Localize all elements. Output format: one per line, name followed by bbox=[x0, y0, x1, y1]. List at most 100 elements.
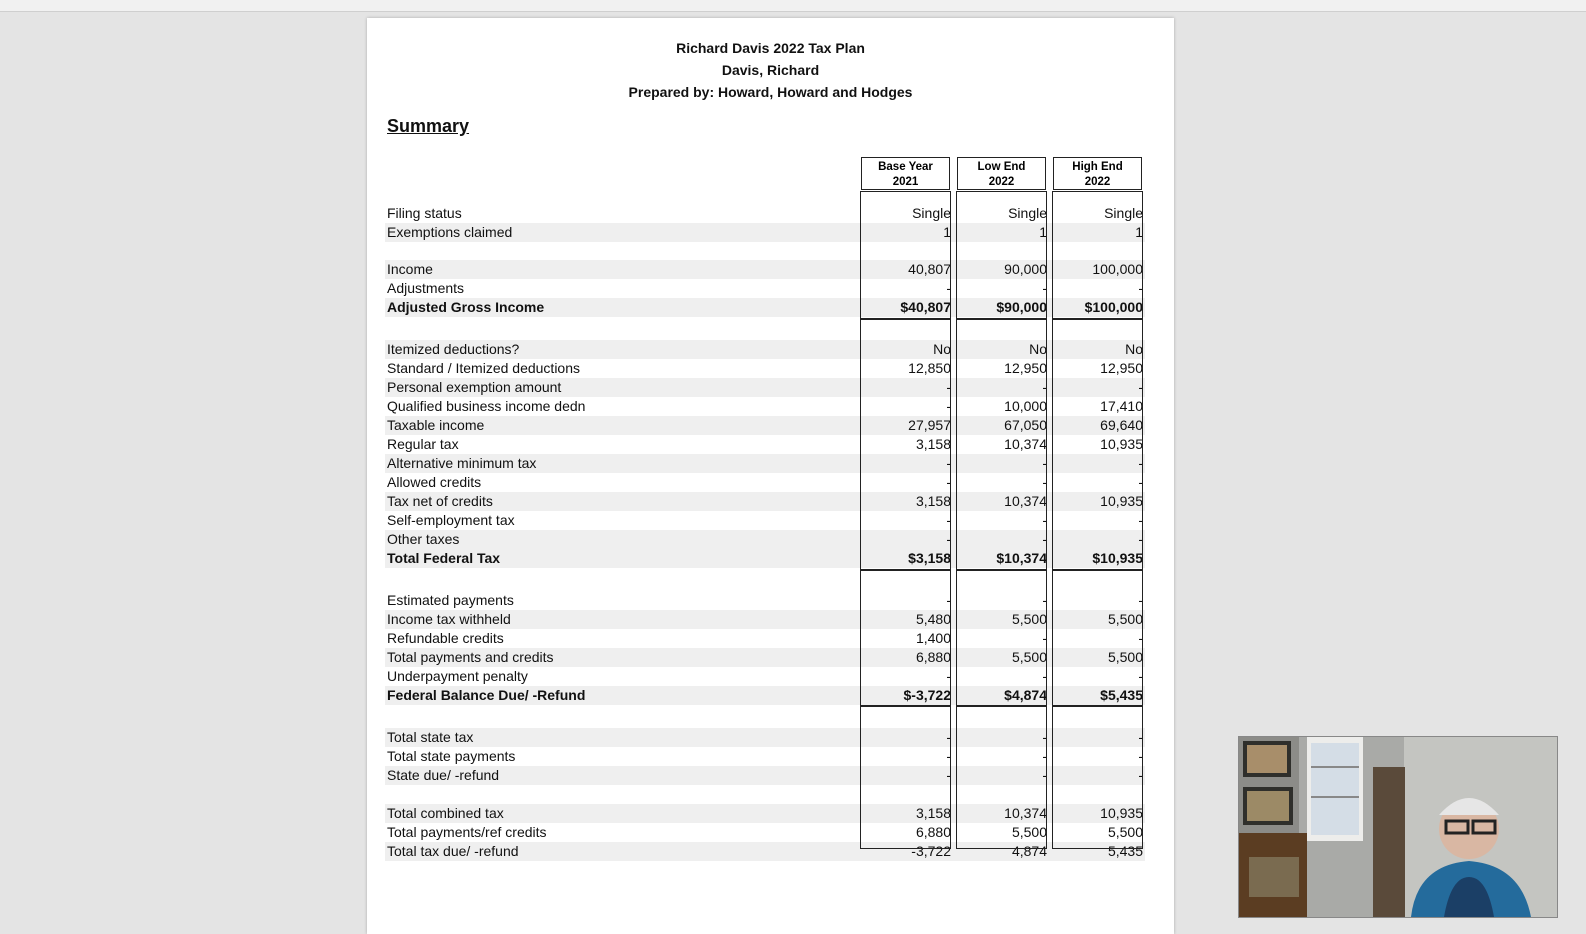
cell-value: 5,500 bbox=[1107, 611, 1143, 627]
table-row: Exemptions claimed 1 1 1 bbox=[385, 223, 1145, 242]
row-label: Qualified business income dedn bbox=[387, 398, 586, 414]
total-rule bbox=[1052, 569, 1143, 571]
table-row: Taxable income 27,957 67,050 69,640 bbox=[385, 416, 1145, 435]
row-label: Allowed credits bbox=[387, 474, 482, 490]
row-label: Standard / Itemized deductions bbox=[387, 360, 581, 376]
column-border-high-end bbox=[1052, 191, 1143, 849]
cell-value: - bbox=[1138, 280, 1143, 296]
row-label: Total payments/ref credits bbox=[387, 824, 547, 840]
cell-value: $10,374 bbox=[996, 550, 1047, 566]
cell-value: $100,000 bbox=[1084, 299, 1143, 315]
cell-value: - bbox=[1138, 630, 1143, 646]
row-label: Itemized deductions? bbox=[387, 341, 520, 357]
cell-value: 10,374 bbox=[1004, 805, 1047, 821]
cell-value: -3,722 bbox=[911, 843, 951, 859]
total-rule bbox=[1052, 318, 1143, 320]
table-row: Income 40,807 90,000 100,000 bbox=[385, 260, 1145, 279]
row-label: Total Federal Tax bbox=[387, 550, 501, 566]
total-rule bbox=[860, 569, 951, 571]
webcam-overlay[interactable] bbox=[1238, 736, 1558, 918]
cell-value: $3,158 bbox=[908, 550, 951, 566]
row-label: Personal exemption amount bbox=[387, 379, 562, 395]
row-label: Total state tax bbox=[387, 729, 474, 745]
column-header-high-end: High End 2022 bbox=[1053, 157, 1142, 190]
cell-value: Single bbox=[1104, 205, 1143, 221]
table-row: Refundable credits 1,400 - - bbox=[385, 629, 1145, 648]
table-row: Other taxes - - - bbox=[385, 530, 1145, 549]
cell-value: - bbox=[1042, 767, 1047, 783]
row-label: Federal Balance Due/ -Refund bbox=[387, 687, 586, 703]
table-row: Total payments and credits 6,880 5,500 5,50… bbox=[385, 648, 1145, 667]
cell-value: 5,500 bbox=[1011, 611, 1047, 627]
section-heading: Summary bbox=[387, 116, 470, 136]
cell-value: - bbox=[1042, 729, 1047, 745]
cell-value: - bbox=[1042, 748, 1047, 764]
cell-value: - bbox=[946, 531, 951, 547]
table-row: Total Federal Tax $3,158 $10,374 $10,935 bbox=[385, 549, 1145, 568]
row-label: Total tax due/ -refund bbox=[387, 843, 519, 859]
cell-value: 12,850 bbox=[908, 360, 951, 376]
cell-value: 10,374 bbox=[1004, 436, 1047, 452]
total-rule bbox=[860, 705, 951, 707]
row-label: Total combined tax bbox=[387, 805, 504, 821]
row-label: Filing status bbox=[387, 205, 462, 221]
cell-value: $90,000 bbox=[996, 299, 1047, 315]
cell-value: 6,880 bbox=[915, 649, 951, 665]
table-row: Tax net of credits 3,158 10,374 10,935 bbox=[385, 492, 1145, 511]
cell-value: - bbox=[946, 455, 951, 471]
cell-value: 5,480 bbox=[915, 611, 951, 627]
cell-value: - bbox=[1042, 512, 1047, 528]
cell-value: - bbox=[1138, 767, 1143, 783]
row-label: Total payments and credits bbox=[387, 649, 554, 665]
presenter-video-icon bbox=[1239, 737, 1557, 917]
table-row: Total tax due/ -refund -3,722 4,874 5,435 bbox=[385, 842, 1145, 861]
table-row: Self-employment tax - - - bbox=[385, 511, 1145, 530]
cell-value: 10,935 bbox=[1100, 436, 1143, 452]
cell-value: 90,000 bbox=[1004, 261, 1047, 277]
cell-value: No bbox=[1125, 341, 1143, 357]
cell-value: - bbox=[946, 280, 951, 296]
cell-value: 5,435 bbox=[1107, 843, 1143, 859]
cell-value: - bbox=[946, 729, 951, 745]
row-label: Tax net of credits bbox=[387, 493, 493, 509]
cell-value: 1 bbox=[943, 224, 951, 240]
row-label: Income bbox=[387, 261, 433, 277]
table-row: Standard / Itemized deductions 12,850 12,9… bbox=[385, 359, 1145, 378]
cell-value: 100,000 bbox=[1092, 261, 1143, 277]
column-header-low-end: Low End 2022 bbox=[957, 157, 1046, 190]
column-header-line2: 2022 bbox=[988, 176, 1015, 188]
cell-value: - bbox=[1042, 280, 1047, 296]
table-row: Federal Balance Due/ -Refund $-3,722 $4,87… bbox=[385, 686, 1145, 705]
column-header-line2: 2021 bbox=[892, 176, 919, 188]
cell-value: - bbox=[946, 767, 951, 783]
cell-value: 4,874 bbox=[1011, 843, 1047, 859]
cell-value: $10,935 bbox=[1092, 550, 1143, 566]
cell-value: 5,500 bbox=[1107, 649, 1143, 665]
column-border-base-year bbox=[860, 191, 951, 849]
document-page: Richard Davis 2022 Tax Plan Davis, Richa… bbox=[367, 18, 1174, 934]
table-row: Total state tax - - - bbox=[385, 728, 1145, 747]
table-row: Total combined tax 3,158 10,374 10,935 bbox=[385, 804, 1145, 823]
cell-value: - bbox=[946, 668, 951, 684]
cell-value: - bbox=[1138, 512, 1143, 528]
row-label: Underpayment penalty bbox=[387, 668, 528, 684]
cell-value: Single bbox=[912, 205, 951, 221]
table-row: Qualified business income dedn - 10,000 17,… bbox=[385, 397, 1145, 416]
cell-value: 1 bbox=[1135, 224, 1143, 240]
cell-value: $5,435 bbox=[1100, 687, 1143, 703]
table-row: Adjustments - - - bbox=[385, 279, 1145, 298]
cell-value: 17,410 bbox=[1100, 398, 1143, 414]
total-rule bbox=[860, 318, 951, 320]
cell-value: - bbox=[1042, 668, 1047, 684]
cell-value: 27,957 bbox=[908, 417, 951, 433]
row-label: Alternative minimum tax bbox=[387, 455, 537, 471]
total-rule bbox=[956, 569, 1047, 571]
total-rule bbox=[956, 318, 1047, 320]
cell-value: $4,874 bbox=[1004, 687, 1047, 703]
row-label: Adjusted Gross Income bbox=[387, 299, 545, 315]
cell-value: - bbox=[1138, 668, 1143, 684]
cell-value: - bbox=[1042, 455, 1047, 471]
row-label: Adjustments bbox=[387, 280, 465, 296]
table-row: State due/ -refund - - - bbox=[385, 766, 1145, 785]
cell-value: 40,807 bbox=[908, 261, 951, 277]
